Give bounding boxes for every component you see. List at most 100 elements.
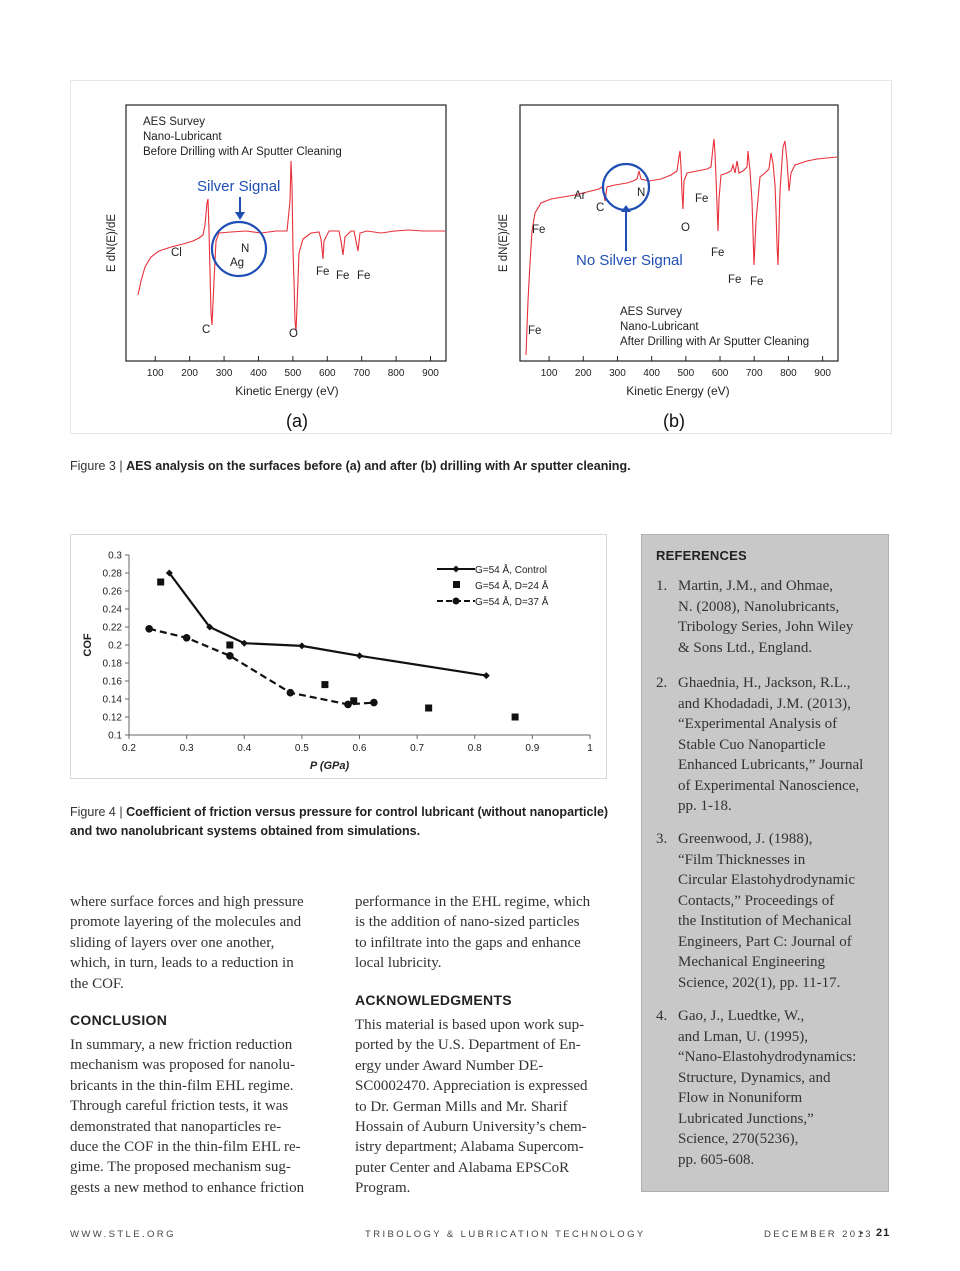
x-tick-label: 1 <box>587 743 593 754</box>
legend-label-control: G=54 Å, Control <box>475 563 547 576</box>
reference-line: Stable Cuo Nanoparticle <box>678 736 826 753</box>
x-tick-label: 0.6 <box>353 743 367 754</box>
series-control-point <box>206 623 214 631</box>
footer-separator: • <box>860 1228 864 1239</box>
reference-line: Science, 270(5236), <box>678 1131 799 1147</box>
series-control-point <box>356 652 363 660</box>
series-control-line <box>168 572 487 677</box>
series-d24-point <box>321 681 329 689</box>
body-text-line: the COF. <box>70 975 124 992</box>
conclusion-heading: CONCLUSION <box>70 1012 168 1028</box>
body-text-line: gime. The proposed mechanism sug- <box>70 1159 291 1176</box>
y-tick-label: 0.2 <box>108 641 122 652</box>
peak-label: Fe <box>695 193 708 205</box>
body-text-line: istry department; Alabama Supercom- <box>355 1139 584 1156</box>
body-text-line: puter Center and Alabama EPSCoR <box>355 1159 570 1176</box>
panel-b-ylabel: E dN(E)/dE <box>498 214 510 272</box>
reference-line: and Khodadadi, J.M. (2013), <box>678 695 851 712</box>
x-tick-label: 0.3 <box>180 743 194 754</box>
reference-line: “Film Thicknesses in <box>678 851 806 868</box>
y-tick-label: 0.26 <box>103 587 123 598</box>
body-text-line: which, in turn, leads to a reduction in <box>70 955 294 972</box>
arrow-head-icon <box>621 205 631 212</box>
reference-line: pp. 1-18. <box>678 798 732 814</box>
panel-b-x-tick-label: 800 <box>780 368 797 379</box>
peak-label: N <box>637 187 645 199</box>
reference-number: 4. <box>656 1008 668 1024</box>
peak-label: Cl <box>171 247 182 259</box>
figure-4-caption-lead: Figure 4 | <box>70 805 127 819</box>
peak-label: Fe <box>357 270 370 282</box>
reference-number: 2. <box>656 675 668 691</box>
reference-item: 2. Ghaednia, H., Jackson, R.L., and Khodad… <box>656 673 881 817</box>
y-tick-label: 0.14 <box>103 695 123 706</box>
panel-a-x-tick-label: 200 <box>181 368 198 379</box>
panel-b-x-tick-label: 100 <box>541 368 558 379</box>
series-d37-point <box>344 700 352 709</box>
body-text-line: In summary, a new friction reduction <box>70 1037 293 1053</box>
panel-a-x-tick-label: 500 <box>285 368 302 379</box>
panel-b-x-tick-label: 900 <box>814 368 831 379</box>
y-tick-label: 0.18 <box>103 659 123 670</box>
series-d37-line <box>148 627 374 706</box>
series-d37-point <box>286 688 295 697</box>
reference-number: 3. <box>656 831 668 847</box>
panel-a-x-tick-label: 400 <box>250 368 267 379</box>
peak-label: Fe <box>532 224 545 236</box>
x-tick-label: 0.4 <box>237 743 251 754</box>
reference-line: pp. 605-608. <box>678 1151 755 1168</box>
body-text-line: sliding of layers over one another, <box>70 934 275 951</box>
panel-b-spectrum <box>525 138 838 356</box>
figure-4-caption-line-1: Coefficient of friction versus pressure … <box>126 805 609 819</box>
reference-item: 3. Greenwood, J. (1988), “Film Thicknesses… <box>656 829 881 993</box>
panel-b-x-tick-label: 700 <box>746 368 763 379</box>
panel-b-x-tick-label: 600 <box>712 368 729 379</box>
peak-label: C <box>202 324 210 336</box>
y-axis-title: COF <box>82 633 94 657</box>
body-text-line: Hossain of Auburn University’s chem- <box>355 1119 587 1136</box>
figure-3-caption: Figure 3 | AES analysis on the surfaces … <box>70 457 890 476</box>
peak-label: Fe <box>528 325 541 337</box>
reference-line: Structure, Dynamics, and <box>678 1069 831 1086</box>
body-text-line: Through careful friction tests, it was <box>70 1098 289 1115</box>
series-d24-point <box>425 704 433 712</box>
reference-line: Engineers, Part C: Journal of <box>678 933 852 950</box>
panel-a-title-3: Before Drilling with Ar Sputter Cleaning <box>143 146 342 158</box>
series-d37-point <box>182 634 191 642</box>
aes-spectra: AES Survey Nano-Lubricant Before Drillin… <box>106 104 839 431</box>
body-text-line: to Dr. German Mills and Mr. Sharif <box>355 1098 568 1115</box>
peak-label: O <box>681 222 690 234</box>
body-text-line: mechanism was proposed for nanolu- <box>70 1057 295 1074</box>
series-control-point <box>240 639 248 647</box>
arrow-head-icon <box>235 212 245 220</box>
body-text-line: demonstrated that nanoparticles re- <box>70 1118 282 1135</box>
y-tick-label: 0.24 <box>103 605 123 616</box>
y-tick-label: 0.16 <box>103 677 123 688</box>
panel-b-title-2: Nano-Lubricant <box>620 321 699 333</box>
reference-line: Mechanical Engineering <box>678 954 826 970</box>
y-tick-label: 0.12 <box>103 713 123 724</box>
body-text-line: where surface forces and high pressure <box>70 894 304 910</box>
panel-a-x-tick-label: 900 <box>422 368 439 379</box>
silver-signal-label: Silver Signal <box>197 178 280 195</box>
peak-label: Fe <box>728 274 741 286</box>
page-number: 21 <box>876 1227 891 1239</box>
peak-label: Ag <box>230 257 244 269</box>
series-control-point <box>298 642 306 650</box>
y-tick-label: 0.28 <box>103 569 123 580</box>
footer-website: WWW.STLE.ORG <box>70 1229 176 1240</box>
body-text-line: local lubricity. <box>355 955 442 972</box>
reference-line: Greenwood, J. (1988), <box>678 831 813 847</box>
silver-signal-circle <box>210 220 268 278</box>
references-heading: REFERENCES <box>656 548 747 563</box>
series-d24-point <box>511 713 519 721</box>
peak-label: Fe <box>711 247 724 259</box>
body-text-line: Program. <box>355 1180 411 1197</box>
x-tick-label: 0.7 <box>410 743 424 754</box>
reference-line: Enhanced Lubricants,” Journal <box>678 757 864 773</box>
x-axis-title: P (GPa) <box>310 760 350 772</box>
reference-item: 1. Martin, J.M., and Ohmae, N. (2008), Nan… <box>656 576 881 658</box>
body-text-line: This material is based upon work sup- <box>355 1017 585 1033</box>
panel-a-spectrum <box>137 160 445 332</box>
reference-item: 4. Gao, J., Luedtke, W., and Lman, U. (199… <box>656 1006 881 1170</box>
